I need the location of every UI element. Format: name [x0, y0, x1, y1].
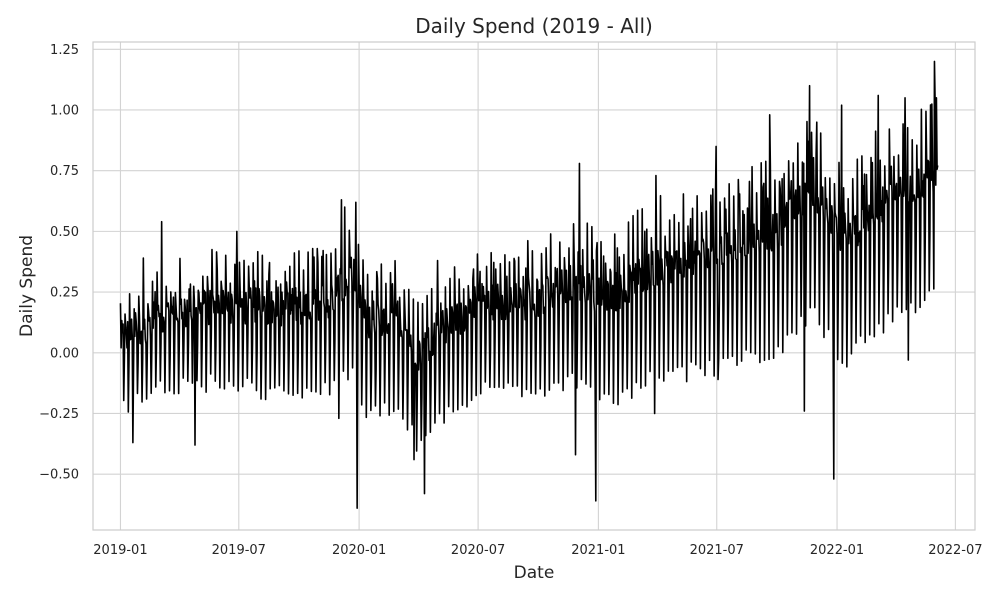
- y-tick-label: 1.25: [50, 43, 79, 58]
- y-tick-label: −0.50: [39, 468, 79, 483]
- x-tick-labels: 2019-01 2019-07 2020-01 2020-07 2021-01 2021-…: [93, 543, 982, 558]
- x-tick-label: 2021-01: [571, 543, 625, 558]
- series-layer: [119, 60, 939, 509]
- chart-title: Daily Spend (2019 - All): [415, 14, 653, 38]
- y-tick-labels: 1.25 1.00 0.75 0.50 0.25 0.00 −0.25 −0.50: [39, 43, 79, 483]
- y-tick-label: 0.25: [50, 286, 79, 301]
- series-line-daily-spend: [119, 60, 939, 509]
- plot-area-frame: [92, 41, 976, 531]
- y-tick-label: 1.00: [50, 103, 79, 118]
- x-tick-label: 2022-07: [928, 543, 982, 558]
- y-tick-label: 0.75: [50, 164, 79, 179]
- x-tick-label: 2021-07: [690, 543, 744, 558]
- x-axis-label: Date: [514, 563, 555, 583]
- x-tick-label: 2020-01: [332, 543, 386, 558]
- x-tick-label: 2020-07: [451, 543, 505, 558]
- y-tick-label: −0.25: [39, 407, 79, 422]
- x-tick-label: 2019-01: [93, 543, 147, 558]
- gridlines: [93, 42, 975, 530]
- y-tick-label: 0.00: [50, 346, 79, 361]
- y-tick-label: 0.50: [50, 225, 79, 240]
- x-tick-label: 2022-01: [810, 543, 864, 558]
- y-axis-label: Daily Spend: [17, 235, 37, 337]
- x-tick-label: 2019-07: [212, 543, 266, 558]
